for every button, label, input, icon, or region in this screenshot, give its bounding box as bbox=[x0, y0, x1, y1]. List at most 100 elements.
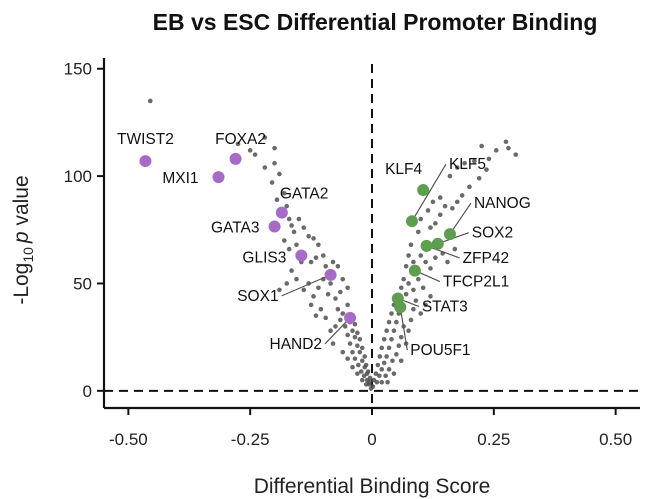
y-tick-label: 100 bbox=[64, 167, 92, 186]
label-tfcp2l1: TFCP2L1 bbox=[443, 274, 509, 291]
data-point bbox=[330, 341, 336, 346]
data-point bbox=[386, 319, 392, 325]
label-klf4: KLF4 bbox=[385, 161, 422, 178]
data-point bbox=[454, 199, 460, 205]
data-point bbox=[418, 253, 424, 258]
data-point bbox=[296, 216, 302, 222]
y-tick-label: 0 bbox=[83, 382, 92, 401]
data-point bbox=[381, 336, 387, 342]
label-mxi1: MXI1 bbox=[162, 170, 198, 187]
data-point bbox=[379, 367, 385, 372]
data-point bbox=[301, 225, 307, 230]
data-point bbox=[450, 206, 455, 211]
data-point bbox=[277, 287, 282, 293]
data-point bbox=[428, 225, 433, 230]
data-point bbox=[383, 373, 388, 379]
y-tick-label: 150 bbox=[64, 60, 92, 79]
data-point bbox=[413, 298, 419, 303]
data-point bbox=[359, 358, 365, 364]
data-point bbox=[325, 291, 331, 297]
data-point bbox=[406, 281, 411, 286]
chart-title: EB vs ESC Differential Promoter Binding bbox=[153, 9, 598, 35]
data-point bbox=[311, 236, 316, 241]
data-point bbox=[390, 358, 395, 364]
data-point bbox=[328, 281, 333, 286]
x-tick-label: 0.25 bbox=[477, 430, 510, 449]
data-point bbox=[428, 266, 433, 271]
data-point bbox=[398, 358, 404, 364]
data-point bbox=[398, 334, 404, 340]
x-axis: -0.50 -0.25 0 0.25 0.50 bbox=[104, 406, 640, 449]
data-point bbox=[289, 268, 294, 273]
leader-line-hand2 bbox=[324, 317, 351, 345]
label-sox1: SOX1 bbox=[237, 288, 278, 305]
label-nanog: NANOG bbox=[474, 195, 531, 212]
data-point bbox=[479, 143, 484, 149]
data-point bbox=[347, 341, 353, 346]
point-glis3 bbox=[295, 249, 308, 262]
x-tick-label: 0.50 bbox=[599, 430, 632, 449]
data-point bbox=[476, 175, 482, 181]
reference-lines bbox=[104, 64, 640, 408]
data-point bbox=[284, 281, 290, 286]
data-point bbox=[291, 229, 297, 235]
data-point bbox=[379, 379, 385, 385]
point-klf5 bbox=[405, 215, 418, 228]
data-point bbox=[385, 379, 390, 385]
point-hand2 bbox=[344, 311, 357, 324]
data-point bbox=[462, 160, 467, 166]
data-point bbox=[333, 324, 338, 329]
data-point bbox=[420, 285, 426, 291]
leader-line-sox1 bbox=[281, 274, 331, 297]
data-point bbox=[335, 306, 341, 312]
data-point bbox=[391, 328, 397, 333]
data-point bbox=[147, 98, 153, 104]
data-point bbox=[345, 356, 350, 361]
data-point bbox=[411, 259, 416, 265]
data-point bbox=[355, 330, 360, 336]
data-point bbox=[284, 203, 290, 209]
data-point bbox=[357, 336, 363, 342]
data-point bbox=[350, 364, 355, 370]
y-axis-title-subscript: 10 bbox=[20, 247, 36, 263]
data-point bbox=[401, 276, 406, 282]
data-point bbox=[363, 362, 369, 368]
data-point bbox=[338, 289, 343, 295]
leader-line-klf5 bbox=[411, 163, 447, 222]
data-point bbox=[301, 287, 307, 293]
data-point bbox=[345, 332, 350, 338]
data-point bbox=[350, 328, 355, 333]
data-point bbox=[454, 165, 460, 170]
leader-line-nanog bbox=[449, 202, 472, 235]
data-point bbox=[433, 255, 438, 260]
data-point bbox=[406, 328, 411, 333]
data-point bbox=[328, 328, 333, 333]
data-point bbox=[320, 253, 326, 258]
data-point bbox=[486, 156, 492, 162]
data-point bbox=[396, 343, 402, 349]
y-axis-title-prefix: -Log bbox=[10, 263, 33, 305]
data-point bbox=[316, 242, 321, 248]
label-gata2: GATA2 bbox=[280, 186, 329, 203]
data-point bbox=[391, 371, 397, 376]
data-point bbox=[357, 349, 363, 355]
data-point bbox=[467, 184, 472, 190]
data-point bbox=[442, 203, 448, 209]
point-nanog bbox=[443, 228, 456, 241]
data-point bbox=[363, 382, 369, 387]
data-point bbox=[364, 377, 370, 383]
data-point bbox=[272, 145, 277, 151]
label-sox2: SOX2 bbox=[472, 225, 513, 242]
data-point bbox=[318, 306, 324, 312]
data-point bbox=[408, 242, 414, 248]
data-point bbox=[355, 371, 360, 376]
data-point bbox=[506, 145, 511, 151]
data-point bbox=[313, 255, 319, 260]
data-point bbox=[418, 216, 424, 222]
data-point bbox=[381, 360, 387, 366]
point-gata3 bbox=[268, 220, 281, 233]
data-point bbox=[374, 379, 380, 385]
data-point bbox=[306, 233, 311, 239]
leader-line-pou5f1 bbox=[399, 306, 408, 351]
